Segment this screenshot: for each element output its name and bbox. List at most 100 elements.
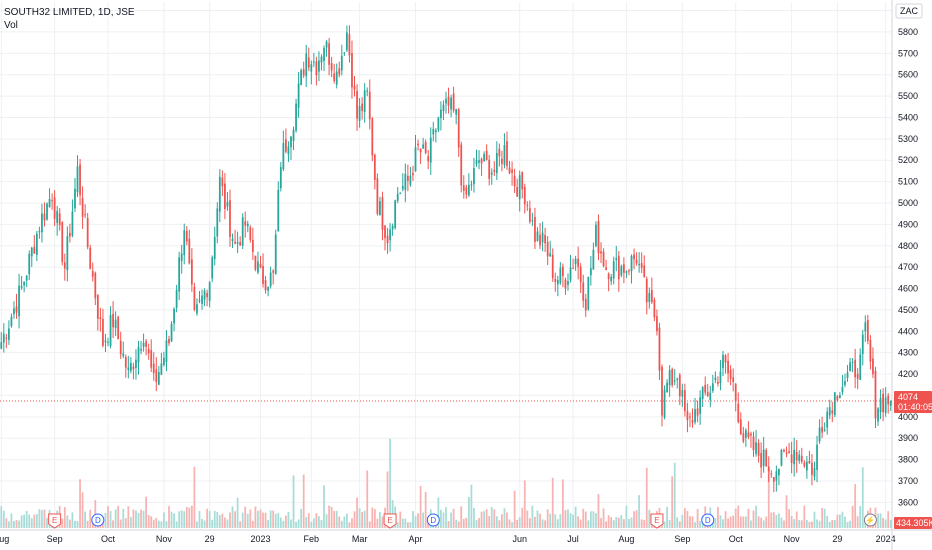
candle-body	[722, 354, 724, 369]
candle-body	[84, 214, 87, 216]
candle-body	[140, 348, 142, 351]
candle-body	[132, 366, 135, 370]
candle-body	[201, 295, 203, 304]
volume-bar	[467, 496, 470, 528]
candle-body	[142, 342, 145, 347]
candle-body	[259, 263, 262, 268]
volume-bar	[114, 509, 117, 528]
volume-bar	[38, 509, 41, 528]
candle-body	[127, 367, 130, 370]
volume-bar	[567, 509, 569, 528]
volume-bar	[41, 510, 43, 528]
candle-body	[828, 407, 831, 416]
earnings-marker[interactable]: E	[48, 513, 62, 529]
x-tick-label: Oct	[101, 534, 116, 544]
volume-bar	[213, 511, 216, 528]
volume-bar	[28, 514, 31, 528]
volume-bar	[81, 492, 84, 528]
chart-legend: SOUTH32 LIMITED, 1D, JSE Vol	[4, 6, 135, 32]
candle-body	[615, 258, 618, 260]
candle-body	[584, 298, 587, 311]
marker-circle	[701, 513, 715, 527]
volume-bar	[396, 522, 399, 528]
currency-box	[895, 3, 923, 19]
volume-bar	[440, 509, 442, 528]
candle-body	[147, 349, 150, 354]
volume-bar	[823, 508, 826, 528]
candle-body	[318, 60, 320, 72]
volume-bar	[836, 514, 839, 528]
x-tick-label: Apr	[408, 534, 422, 544]
candle-body	[750, 433, 752, 436]
volume-bar	[445, 507, 447, 528]
dividend-marker[interactable]: D	[426, 513, 440, 527]
volume-bar	[224, 517, 226, 528]
volume-bar	[23, 514, 26, 528]
volume-bar	[490, 506, 493, 528]
dividend-marker[interactable]: D	[701, 513, 715, 527]
candle-body	[277, 189, 280, 232]
y-tick-label: 4900	[898, 219, 918, 229]
volume-bar	[826, 515, 829, 528]
y-tick-label: 3800	[898, 455, 918, 465]
candle-body	[485, 150, 488, 160]
volume-bar	[689, 516, 691, 528]
candle-body	[386, 235, 389, 244]
candle-body	[323, 47, 325, 61]
candle-body	[33, 246, 36, 254]
candle-body	[348, 34, 351, 56]
candle-body	[579, 266, 582, 283]
candle-body	[511, 169, 513, 173]
split-marker[interactable]: ⚡	[863, 513, 877, 527]
earnings-marker[interactable]: E	[383, 513, 397, 529]
candle-body	[117, 316, 120, 340]
candle-body	[694, 409, 696, 423]
candle-body	[244, 221, 247, 226]
candle-body	[409, 175, 412, 185]
candle-body	[384, 225, 386, 239]
volume-bar	[84, 511, 87, 528]
y-tick-label: 4200	[898, 369, 918, 379]
volume-bar	[155, 517, 158, 528]
candle-body	[366, 90, 369, 92]
candle-body	[373, 154, 376, 180]
volume-bar	[414, 516, 417, 528]
y-tick-label: 5200	[898, 155, 918, 165]
candle-body	[821, 427, 824, 433]
candle-body	[18, 285, 20, 317]
y-tick-label: 5100	[898, 177, 918, 187]
volume-bar	[526, 510, 529, 528]
candle-body	[8, 328, 10, 340]
candle-body	[51, 200, 53, 202]
candle-body	[196, 304, 198, 314]
candle-body	[602, 251, 605, 267]
candle-body	[678, 374, 681, 397]
volume-bar	[422, 512, 425, 528]
volume-bar	[747, 508, 750, 528]
volume-bar	[633, 511, 635, 528]
candle-body	[770, 473, 773, 475]
volume-bar	[74, 520, 76, 528]
candle-body	[152, 363, 155, 374]
volume-bar	[173, 513, 175, 528]
volume-bar	[587, 520, 590, 528]
volume-bar	[10, 513, 13, 528]
candle-body	[628, 270, 630, 272]
candle-body	[772, 477, 775, 482]
current-price-value: 4074	[898, 392, 918, 402]
volume-bar	[528, 518, 531, 528]
candle-body	[290, 136, 292, 148]
marker-label: D	[705, 516, 711, 525]
volume-bar	[744, 516, 747, 528]
volume-bar	[262, 512, 264, 528]
volume-bar	[132, 509, 135, 528]
volume-bar	[427, 520, 430, 528]
earnings-marker[interactable]: E	[650, 513, 664, 529]
dividend-marker[interactable]: D	[91, 513, 105, 527]
candle-body	[556, 279, 559, 285]
volume-bar	[755, 505, 757, 528]
candle-body	[401, 185, 404, 190]
candle-body	[183, 230, 186, 256]
volume-bar	[127, 506, 130, 528]
